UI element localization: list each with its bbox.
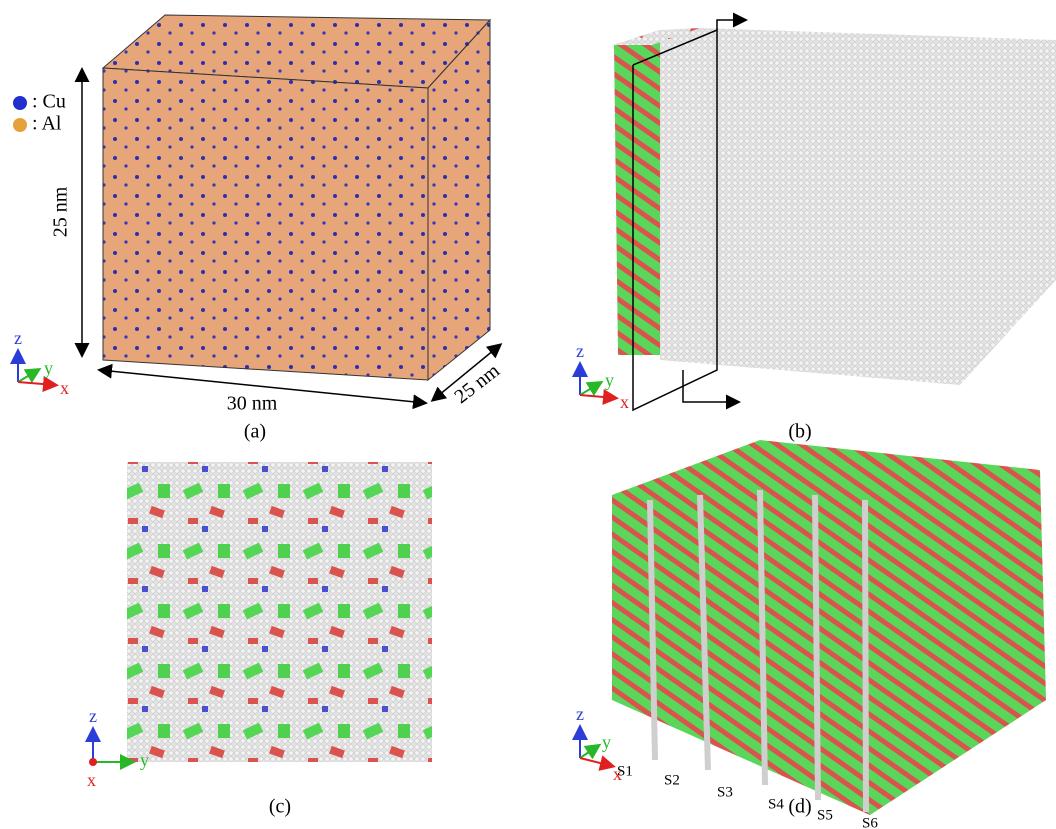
axis-label: x [620,392,629,412]
dimension-label: 25 nm [50,186,72,237]
legend-label: : Cu [32,91,66,113]
slice-label: S2 [664,772,680,788]
slice-label: S3 [717,784,733,800]
slice-label: S4 [768,796,784,812]
legend-marker [13,118,27,132]
cube-front [103,68,428,380]
panel-c: z x y (c) [87,462,432,818]
axis-y [580,383,600,395]
slice-gap [865,500,866,812]
axis-label: z [89,706,97,726]
panel-a: : Cu : Al 25 nm 30 nm 25 nm z y x (a) [13,15,504,443]
panel-d: z y x S1 S2 S3 S4 S5 S6 (d) [576,440,1046,829]
axis-label: y [605,370,614,390]
view-arrow [683,370,738,402]
page: {"panels": [ {"label": "(a)", "legend": … [0,0,1056,829]
panel-label: (d) [788,796,811,818]
axis-label: x [60,378,69,398]
gray-block [660,28,1056,385]
slices-block [612,440,1046,815]
slice-label: S6 [862,815,878,829]
body: : Cu : Al 25 nm 30 nm 25 nm z y x (a) z … [0,0,1056,829]
axis-label: y [602,732,611,752]
axis-x [18,382,55,385]
slice-label: S5 [817,807,833,823]
slice-gap [815,495,818,800]
panel-label: (c) [269,796,291,818]
panel-label: (b) [788,421,811,443]
dimension-label: 25 nm [450,359,504,408]
cross-section [127,462,432,762]
slice-label: S1 [617,763,633,779]
axis-y [18,370,38,382]
axis-x [580,395,615,398]
legend-label: : Al [32,113,62,135]
panel-label: (a) [244,421,266,443]
axis-label: z [576,704,584,724]
axis-label: x [87,770,96,790]
axis-label: z [14,328,22,348]
axis-x [580,758,612,766]
axis-label: z [576,341,584,361]
panel-b: z y x (b) [576,20,1056,443]
slice-slab [614,30,660,355]
axis-x-dot [89,758,97,766]
axis-y [580,746,598,758]
legend-marker [13,96,27,110]
view-arrow [717,20,745,30]
axis-label: y [44,358,53,378]
axis-label: y [140,750,149,770]
dimension-label: 30 nm [227,393,278,415]
figure: : Cu : Al 25 nm 30 nm 25 nm z y x (a) z … [0,0,1056,829]
